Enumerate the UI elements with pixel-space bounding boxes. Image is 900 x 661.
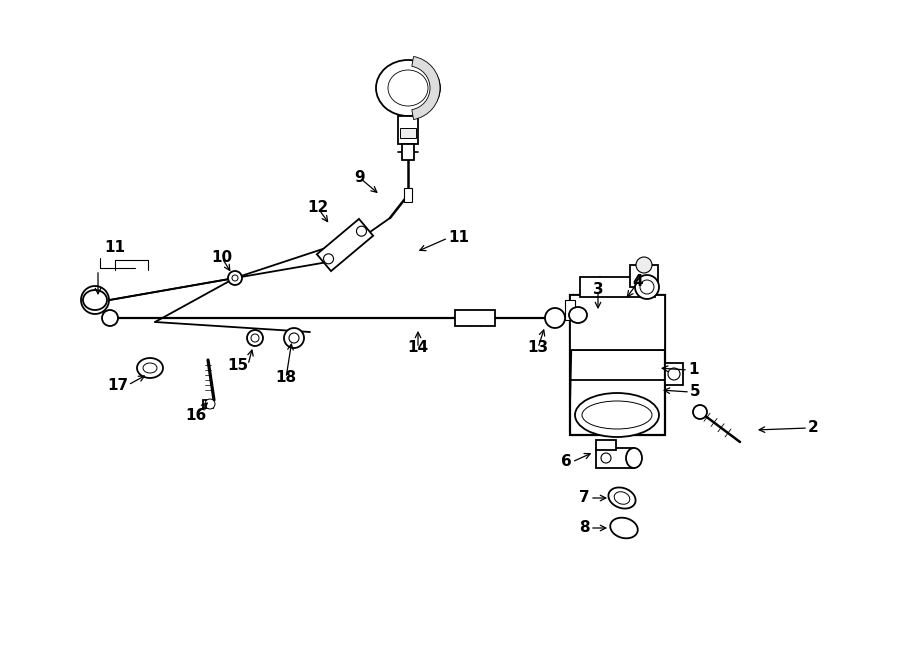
- Circle shape: [228, 271, 242, 285]
- Bar: [398, 116, 418, 144]
- Bar: [596, 440, 616, 450]
- Text: 14: 14: [408, 340, 428, 356]
- Bar: [570, 295, 665, 435]
- Text: 8: 8: [580, 520, 590, 535]
- Circle shape: [668, 368, 680, 380]
- Ellipse shape: [610, 518, 638, 538]
- Circle shape: [356, 226, 366, 236]
- Text: 17: 17: [107, 377, 128, 393]
- Bar: [630, 265, 658, 287]
- Bar: [400, 128, 416, 138]
- Text: 11: 11: [448, 231, 469, 245]
- Bar: [580, 277, 655, 297]
- Circle shape: [102, 310, 118, 326]
- Text: 18: 18: [275, 371, 297, 385]
- Ellipse shape: [626, 448, 642, 468]
- Bar: [404, 188, 412, 202]
- Ellipse shape: [575, 393, 659, 437]
- Circle shape: [635, 275, 659, 299]
- Bar: [203, 400, 213, 408]
- Text: 15: 15: [227, 358, 248, 373]
- Circle shape: [323, 254, 334, 264]
- Ellipse shape: [205, 399, 215, 409]
- Text: 9: 9: [355, 171, 365, 186]
- Text: 16: 16: [185, 407, 207, 422]
- Ellipse shape: [83, 290, 107, 310]
- Circle shape: [693, 405, 707, 419]
- Text: 10: 10: [212, 251, 232, 266]
- Text: 2: 2: [808, 420, 819, 436]
- Ellipse shape: [143, 363, 157, 373]
- Bar: [455, 310, 495, 326]
- Text: 13: 13: [527, 340, 549, 356]
- Text: 3: 3: [593, 282, 603, 297]
- Ellipse shape: [582, 401, 652, 429]
- Circle shape: [289, 333, 299, 343]
- Circle shape: [81, 286, 109, 314]
- Circle shape: [640, 280, 654, 294]
- Ellipse shape: [614, 492, 630, 504]
- Circle shape: [636, 257, 652, 273]
- Bar: [665, 363, 683, 385]
- Bar: [570, 295, 665, 350]
- Bar: [402, 144, 414, 160]
- Bar: [317, 219, 373, 271]
- Ellipse shape: [388, 70, 428, 106]
- Circle shape: [232, 275, 238, 281]
- Ellipse shape: [569, 307, 587, 323]
- Ellipse shape: [137, 358, 163, 378]
- Text: 11: 11: [104, 241, 125, 256]
- Circle shape: [284, 328, 304, 348]
- Text: 4: 4: [633, 274, 643, 290]
- Text: 6: 6: [562, 455, 572, 469]
- Circle shape: [601, 453, 611, 463]
- Circle shape: [545, 308, 565, 328]
- Ellipse shape: [376, 60, 440, 116]
- Text: 1: 1: [688, 362, 698, 377]
- Text: 7: 7: [580, 490, 590, 506]
- Ellipse shape: [608, 487, 635, 508]
- Bar: [565, 300, 575, 320]
- Bar: [596, 448, 634, 468]
- Text: 5: 5: [690, 385, 700, 399]
- Wedge shape: [412, 56, 440, 120]
- Text: 12: 12: [308, 200, 328, 215]
- Circle shape: [251, 334, 259, 342]
- Circle shape: [247, 330, 263, 346]
